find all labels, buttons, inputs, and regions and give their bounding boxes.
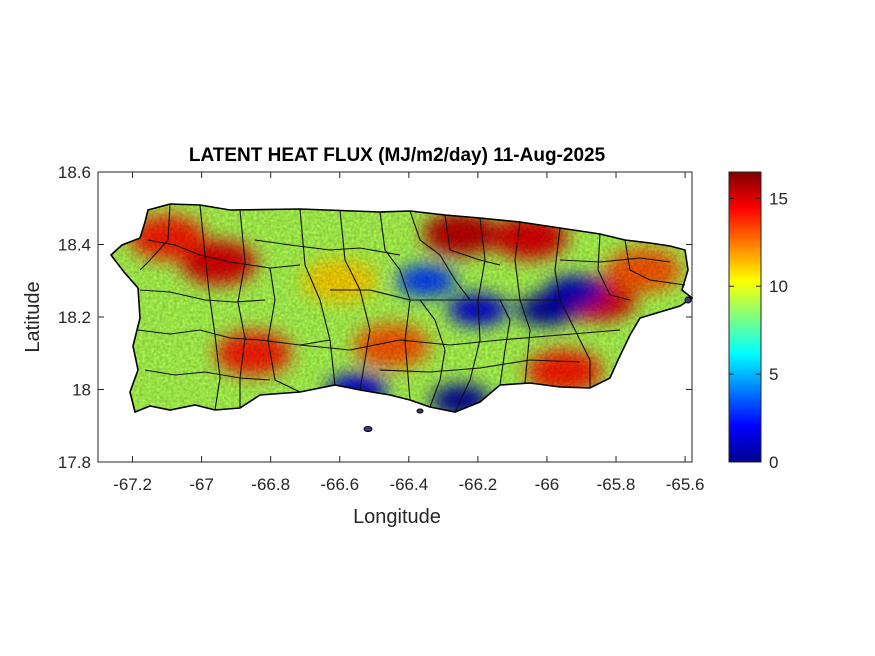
islet-south xyxy=(416,408,424,414)
y-tick-label: 18 xyxy=(72,381,91,400)
y-axis-label: Latitude xyxy=(22,281,44,352)
x-tick-label: -66 xyxy=(535,475,560,494)
islet-caja-de-muertos xyxy=(363,426,373,432)
x-tick-label: -66.6 xyxy=(320,475,359,494)
x-tick-label: -67.2 xyxy=(113,475,152,494)
chart-title: LATENT HEAT FLUX (MJ/m2/day) 11-Aug-2025 xyxy=(189,145,606,166)
municipality-border xyxy=(624,239,686,286)
colorbar-tick-label: 5 xyxy=(769,365,778,384)
municipality-border xyxy=(379,211,411,401)
colorbar xyxy=(728,171,762,463)
heat-texture xyxy=(111,204,692,412)
municipality-border xyxy=(554,227,591,388)
y-tick-label: 18.4 xyxy=(58,236,91,255)
y-tick-label: 18.2 xyxy=(58,308,91,327)
colorbar-tick-label: 15 xyxy=(769,189,788,208)
y-axis: 17.8 18 18.2 18.4 18.6 xyxy=(58,163,692,472)
y-tick-label: 18.6 xyxy=(58,163,91,182)
municipality-border xyxy=(454,217,486,413)
municipality-border xyxy=(379,359,581,373)
y-tick-label: 17.8 xyxy=(58,453,91,472)
municipality-border xyxy=(444,214,501,266)
heat-map-layer xyxy=(111,204,692,412)
municipality-border xyxy=(267,267,301,393)
municipality-boundaries xyxy=(137,203,686,413)
islet-east xyxy=(684,296,692,304)
x-tick-label: -66.4 xyxy=(389,475,428,494)
colorbar-tick-label: 0 xyxy=(769,453,778,472)
x-axis: -67.2 -67 -66.8 -66.6 -66.4 -66.2 -66 -65.8 -65.… xyxy=(113,172,704,494)
municipality-border xyxy=(299,329,621,351)
municipality-border xyxy=(237,209,246,408)
municipality-border xyxy=(254,239,401,256)
municipality-border xyxy=(330,289,560,301)
islets xyxy=(363,296,692,432)
x-tick-label: -67 xyxy=(189,475,214,494)
x-axis-label: Longitude xyxy=(353,506,441,528)
municipality-border xyxy=(409,210,471,301)
municipality-border xyxy=(199,204,221,411)
municipality-border xyxy=(139,289,266,303)
x-tick-label: -66.2 xyxy=(459,475,498,494)
x-tick-label: -65.6 xyxy=(666,475,705,494)
municipality-border xyxy=(597,233,631,301)
municipality-border xyxy=(147,239,301,269)
municipality-border xyxy=(144,369,271,381)
x-tick-label: -65.8 xyxy=(597,475,636,494)
colorbar-ticks: 0 5 10 15 xyxy=(729,189,788,472)
municipality-border xyxy=(419,299,446,408)
colorbar-tick-label: 10 xyxy=(769,277,788,296)
island-outline xyxy=(109,203,694,414)
municipality-border xyxy=(559,257,671,263)
x-tick-label: -66.8 xyxy=(251,475,290,494)
municipality-border xyxy=(499,299,511,386)
municipality-border xyxy=(139,203,171,271)
